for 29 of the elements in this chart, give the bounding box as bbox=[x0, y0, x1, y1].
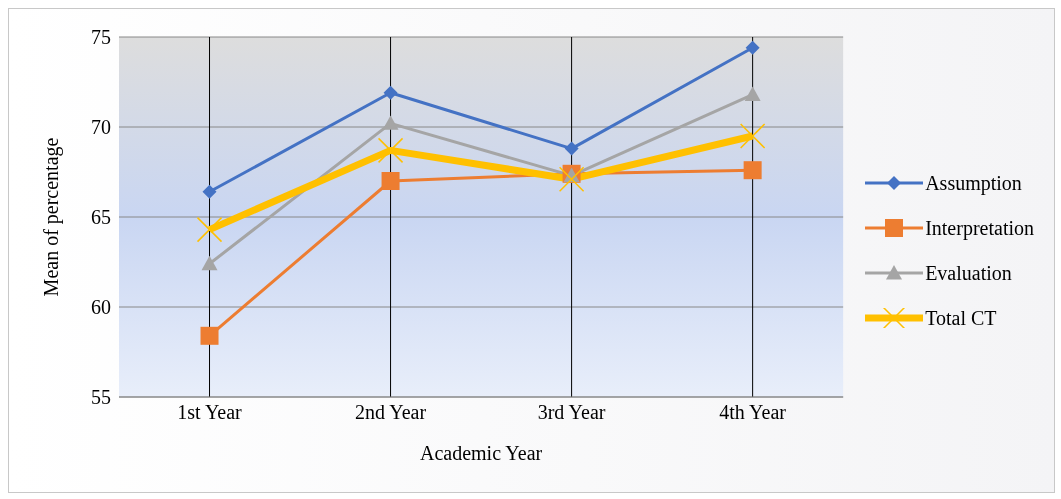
x-tick-label: 2nd Year bbox=[355, 401, 427, 424]
point bbox=[202, 184, 217, 199]
x-tick-label: 4th Year bbox=[719, 401, 787, 424]
legend-label: Evaluation bbox=[925, 261, 1012, 285]
x-tick-label: 1st Year bbox=[177, 401, 243, 424]
point bbox=[744, 86, 761, 101]
point bbox=[564, 141, 579, 156]
point bbox=[381, 172, 400, 190]
point bbox=[200, 326, 219, 345]
legend-label: Assumption bbox=[925, 171, 1022, 195]
point bbox=[739, 123, 766, 149]
legend-label: Interpretation bbox=[925, 216, 1034, 240]
y-tick-label: 55 bbox=[91, 386, 111, 409]
y-tick-label: 70 bbox=[91, 116, 111, 139]
point bbox=[745, 40, 760, 55]
point bbox=[201, 255, 218, 271]
point bbox=[196, 216, 223, 243]
y-tick-label: 75 bbox=[91, 26, 111, 49]
point bbox=[383, 85, 398, 100]
legend-label: Total CT bbox=[925, 306, 997, 330]
y-axis-title: Mean of percentage bbox=[40, 137, 64, 297]
point bbox=[743, 161, 762, 180]
point bbox=[377, 137, 404, 164]
y-tick-label: 65 bbox=[91, 206, 111, 229]
x-axis-title: Academic Year bbox=[419, 442, 543, 464]
point bbox=[382, 115, 399, 130]
y-tick-label: 60 bbox=[91, 296, 111, 319]
point bbox=[558, 166, 585, 192]
x-tick-label: 3rd Year bbox=[537, 401, 606, 424]
